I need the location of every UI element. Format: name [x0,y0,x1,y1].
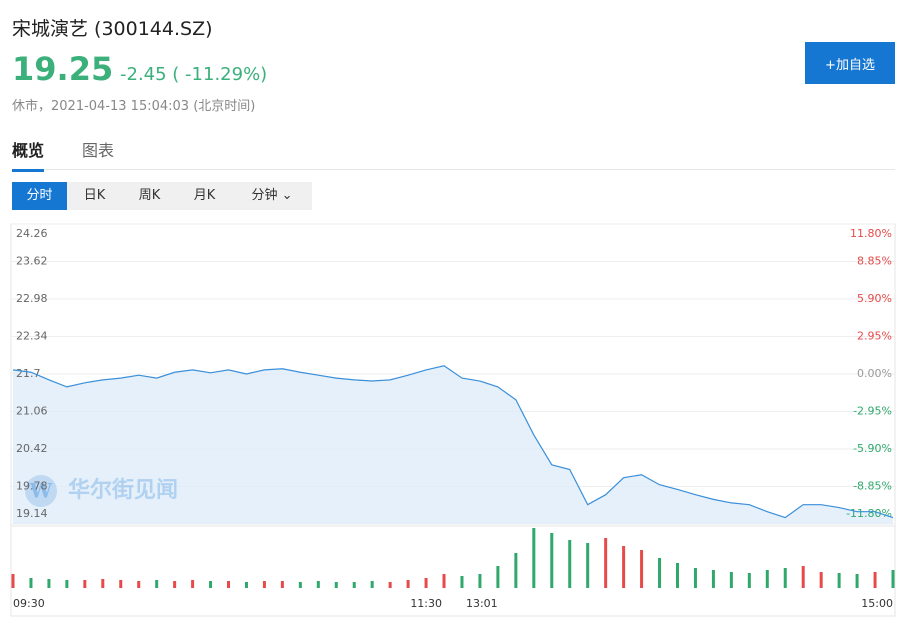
volume-bar [352,582,356,588]
volume-bar [765,570,769,588]
volume-bar [173,581,177,588]
volume-bar [675,563,679,588]
volume-bar [406,580,410,588]
volume-bar [496,566,500,588]
watermark: 华尔街见闻 [68,477,178,503]
volume-bar [729,572,733,588]
volume-bar [640,550,644,588]
y-tick-label: 22.34 [16,330,48,343]
volume-bar [83,580,87,588]
volume-bar [370,581,374,588]
volume-bar [658,558,662,588]
period-tab-label: 分钟 [251,188,278,203]
volume-bar [424,578,428,588]
volume-bar [227,581,231,588]
volume-bar [478,574,482,588]
x-tick-label: 13:01 [466,597,498,610]
volume-bar [280,581,284,588]
volume-bar [209,581,213,588]
volume-bar [801,566,805,588]
volume-bar [137,581,141,588]
volume-bar [891,570,895,588]
y2-tick-label: -11.80% [846,507,892,520]
volume-bar [622,546,626,588]
volume-bar [550,533,554,588]
price-line [12,365,894,519]
volume-bar [855,574,859,588]
volume-bar [586,543,590,588]
volume-bar [693,568,697,588]
y2-tick-label: -8.85% [853,480,892,493]
x-tick-label: 09:30 [13,597,45,610]
volume-bar [819,572,823,588]
volume-bar [514,553,518,588]
watermark-logo [25,475,57,507]
period-tab[interactable]: 月K [193,188,216,203]
price: 19.25 [12,50,114,88]
volume-bar [711,570,715,588]
y2-tick-label: 8.85% [857,255,892,268]
volume-bar [316,581,320,588]
period-tab[interactable]: 分时 [12,182,67,210]
volume-bar [334,582,338,588]
add-watchlist-button[interactable]: +加自选 [805,42,895,84]
y-tick-label: 19.14 [16,507,48,520]
y-tick-label: 19.78 [16,480,48,493]
tab[interactable]: 图表 [82,141,115,160]
x-tick-label: 11:30 [410,597,442,610]
watermark-logo-letter: W [29,479,53,503]
y-tick-label: 22.98 [16,292,48,305]
volume-bar [532,528,536,588]
y2-tick-label: 5.90% [857,292,892,305]
volume-bar [388,582,392,588]
x-tick-label: 15:00 [861,597,893,610]
volume-bar [747,573,751,588]
period-tab[interactable]: 日K [83,188,106,203]
volume-bar [442,574,446,588]
stock-title: 宋城演艺 (300144.SZ) [12,18,213,40]
market-status: 休市，2021-04-13 15:04:03 (北京时间) [12,99,256,114]
volume-bar [191,580,195,588]
period-tabs: 分时 日K 周K 月K 分钟 ⌄ [12,182,312,210]
y2-tick-label: 11.80% [850,227,892,240]
volume-bar [11,574,15,588]
volume-bar [155,580,159,588]
tab[interactable]: 概览 [12,137,45,172]
area-fill [13,365,893,524]
y-tick-label: 23.62 [16,255,48,268]
y-tick-label: 21.06 [16,405,48,418]
y2-tick-label: -2.95% [853,405,892,418]
volume-bar [873,572,877,588]
volume-bar [101,579,105,588]
volume-bar [837,573,841,588]
price-change: -2.45 ( -11.29%) [120,64,268,85]
y-tick-label: 20.42 [16,442,48,455]
tab-bar: 概览 图表 [12,137,895,172]
volume-bar [460,576,464,588]
volume-bar [568,540,572,588]
volume-bar [119,580,123,588]
volume-bar [298,582,302,588]
period-tab[interactable]: 分钟 ⌄ [251,188,293,203]
volume-bar [65,580,69,588]
y2-tick-label: 0.00% [857,367,892,380]
y2-tick-label: -5.90% [853,442,892,455]
volume-bar [29,578,33,588]
volume-bar [244,582,248,588]
volume-bar [262,581,266,588]
volume-bar [604,538,608,588]
y-tick-label: 24.26 [16,227,48,240]
volume-bar [47,579,51,588]
y2-tick-label: 2.95% [857,330,892,343]
volume-bar [783,568,787,588]
period-tab[interactable]: 周K [138,188,161,203]
y-tick-label: 21.7 [16,367,41,380]
